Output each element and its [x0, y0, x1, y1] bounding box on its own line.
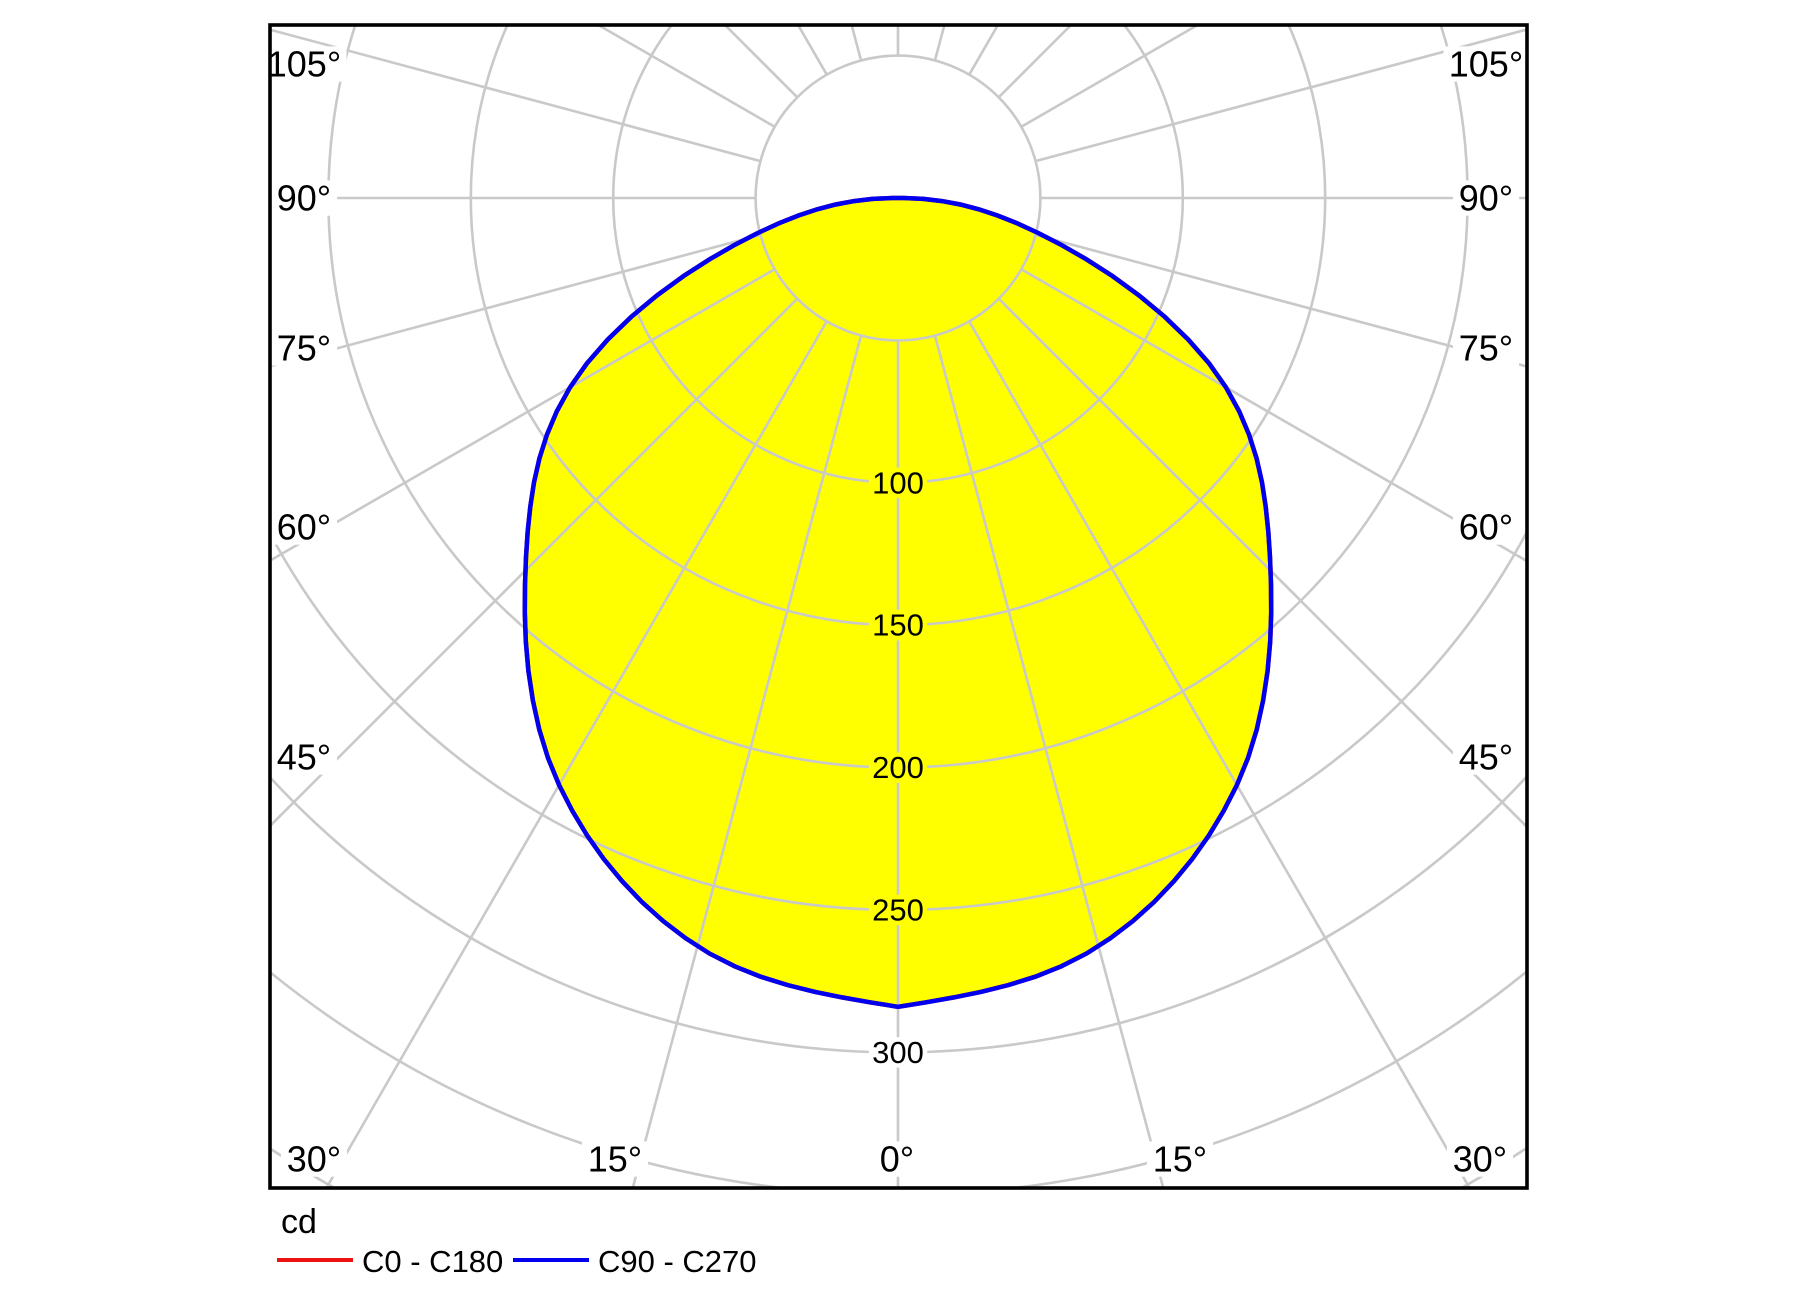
intensity-tick-label-halo	[868, 467, 928, 498]
angle-grid-spoke	[933, 335, 1165, 1188]
gamma-angle-label-left: 75°	[277, 328, 331, 369]
axis-labels: 100 150 200 250 300 105° 90° 75° 60° 45° 105° 90° 75…	[261, 44, 1529, 1180]
gamma-angle-label-right: 75°	[1459, 328, 1513, 369]
gamma-angle-label-bottom-halo	[1446, 1141, 1514, 1177]
plot-border	[268, 23, 1529, 1190]
gamma-angle-label-left-halo	[270, 739, 338, 775]
gamma-angle-label-bottom: 30°	[1453, 1139, 1507, 1180]
gamma-angle-label-left: 90°	[277, 178, 331, 219]
intensity-tick-label-halo	[868, 610, 928, 641]
gamma-angle-label-bottom-halo	[581, 1141, 649, 1177]
angle-grid-spoke	[270, 268, 776, 563]
gamma-angle-label-right: 45°	[1459, 737, 1513, 778]
gamma-angle-label-right-halo	[1452, 180, 1520, 216]
angle-grid-spoke	[270, 28, 761, 163]
intensity-tick-label: 100	[872, 465, 924, 500]
intensity-tick-label: 300	[872, 1035, 924, 1070]
intensity-tick-label-halo	[868, 1037, 928, 1068]
angle-grid-spoke	[997, 297, 1527, 829]
curve-c90-c270	[522, 195, 1274, 1010]
gamma-angle-label-bottom: 30°	[287, 1139, 341, 1180]
angle-grid-spoke	[1035, 233, 1527, 368]
angle-grid-spoke	[324, 320, 828, 1188]
gamma-angle-label-bottom-halo	[873, 1141, 921, 1177]
gamma-angle-label-bottom-halo	[280, 1141, 348, 1177]
gamma-angle-label-bottom: 15°	[1153, 1139, 1207, 1180]
angle-grid-spoke	[631, 335, 863, 1188]
gamma-angle-label-left-halo	[270, 180, 338, 216]
gamma-angle-label-left: 60°	[277, 507, 331, 548]
gamma-angle-label-bottom-halo	[1146, 1141, 1214, 1177]
angle-grid-spoke	[270, 297, 799, 828]
gamma-angle-label-right-halo	[1452, 509, 1520, 545]
intensity-tick-label: 150	[872, 608, 924, 643]
gamma-angle-label-left: 45°	[277, 737, 331, 778]
intensity-tick-label-halo	[868, 752, 928, 783]
gamma-angle-label-right: 90°	[1459, 178, 1513, 219]
angle-grid-spoke	[968, 320, 1472, 1188]
angle-grid-spoke	[1035, 28, 1527, 163]
intensity-tick-label-halo	[868, 894, 928, 926]
gamma-angle-label-left-halo	[261, 46, 347, 82]
gamma-angle-label-right-halo	[1452, 739, 1520, 775]
gamma-angle-label-left: 105°	[267, 44, 341, 85]
gamma-angle-label-bottom: 0°	[880, 1139, 914, 1180]
gamma-angle-label-right-halo	[1452, 330, 1520, 366]
gamma-angle-label-right: 105°	[1449, 44, 1523, 85]
angle-grid-spoke	[1020, 268, 1527, 563]
gamma-angle-label-right: 60°	[1459, 507, 1513, 548]
intensity-tick-label: 200	[872, 750, 924, 785]
angle-grid-spoke	[270, 233, 761, 368]
gamma-angle-label-left-halo	[270, 330, 338, 366]
intensity-tick-label: 250	[872, 893, 924, 928]
gamma-angle-label-bottom: 15°	[588, 1139, 642, 1180]
gamma-angle-label-left-halo	[270, 509, 338, 545]
gamma-angle-label-right-halo	[1443, 46, 1529, 82]
